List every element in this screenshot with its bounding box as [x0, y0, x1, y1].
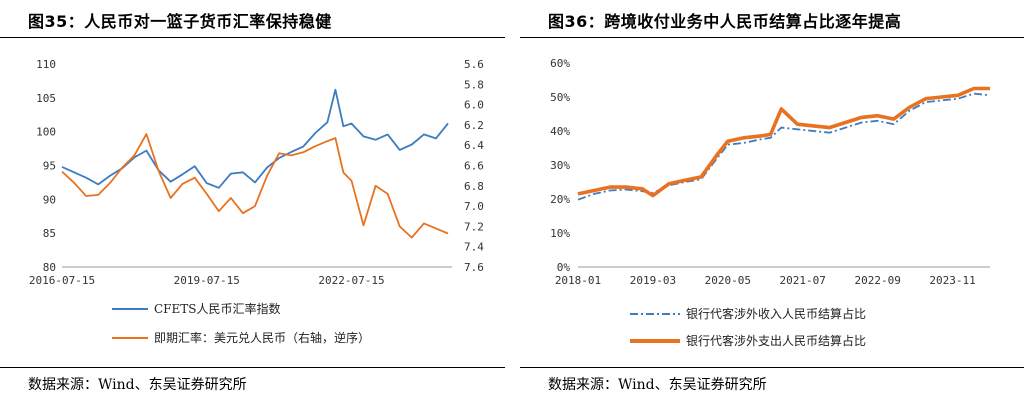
x-tick-label: 2023-11 — [929, 274, 975, 287]
x-tick-label: 2022-09 — [854, 274, 900, 287]
source-divider — [520, 367, 1024, 368]
legend-label: 即期汇率：美元兑人民币（右轴，逆序） — [154, 330, 370, 345]
y-right-tick-label: 6.0 — [464, 99, 484, 112]
title-divider — [520, 37, 1024, 38]
legend-label: 银行代客涉外收入人民币结算占比 — [686, 306, 866, 321]
legend-label: CFETS人民币汇率指数 — [154, 301, 281, 316]
x-tick-label: 2021-07 — [780, 274, 826, 287]
y-left-tick-label: 85 — [43, 227, 56, 240]
x-tick-label: 2022-07-15 — [318, 274, 384, 287]
figure-36: 图36：跨境收付业务中人民币结算占比逐年提高 0% 10% 20% 30% 40% 50%… — [520, 0, 1024, 404]
y-right-tick-label: 7.2 — [464, 220, 484, 233]
x-tick-label: 2019-07-15 — [174, 274, 240, 287]
chart-title: 图35：人民币对一篮子货币汇率保持稳健 — [28, 12, 332, 31]
y-right-tick-label: 7.4 — [464, 241, 484, 254]
source-divider — [0, 367, 505, 368]
y-tick-label: 20% — [550, 193, 570, 206]
chart-title: 图36：跨境收付业务中人民币结算占比逐年提高 — [548, 12, 902, 31]
y-tick-label: 40% — [550, 125, 570, 138]
y-left-tick-label: 95 — [43, 160, 56, 173]
y-left-tick-label: 90 — [43, 193, 56, 206]
y-right-tick-label: 6.2 — [464, 119, 484, 132]
series-payments-line — [577, 86, 990, 198]
title-divider — [0, 37, 505, 38]
x-tick-label: 2020-05 — [705, 274, 751, 287]
y-tick-label: 50% — [550, 91, 570, 104]
source-note: 数据来源：Wind、东吴证券研究所 — [28, 377, 247, 393]
series-cfets-line — [61, 88, 449, 189]
y-right-tick-label: 5.6 — [464, 58, 484, 71]
chart-36-plot: 0% 10% 20% 30% 40% 50% 60% 2018-01 2019-03 2020-0… — [550, 57, 991, 348]
y-right-tick-label: 6.4 — [464, 139, 484, 152]
y-left-tick-label: 110 — [36, 58, 56, 71]
source-note: 数据来源：Wind、东吴证券研究所 — [548, 377, 767, 393]
y-right-tick-label: 7.0 — [464, 200, 484, 213]
y-right-tick-label: 6.8 — [464, 180, 484, 193]
x-tick-label: 2016-07-15 — [29, 274, 95, 287]
y-left-tick-label: 100 — [36, 126, 56, 139]
y-tick-label: 10% — [550, 227, 570, 240]
figure-35: 图35：人民币对一篮子货币汇率保持稳健 80 85 90 95 100 105 110 5.6… — [0, 0, 505, 404]
x-tick-label: 2018-01 — [555, 274, 601, 287]
y-tick-label: 30% — [550, 159, 570, 172]
y-tick-label: 60% — [550, 57, 570, 70]
x-tick-label: 2019-03 — [630, 274, 676, 287]
y-right-tick-label: 5.8 — [464, 78, 484, 91]
chart-35-plot: 80 85 90 95 100 105 110 5.6 5.8 6.0 6.2 6.4 6.6 6.8 7.… — [29, 58, 484, 345]
y-right-tick-label: 6.6 — [464, 160, 484, 173]
legend-label: 银行代客涉外支出人民币结算占比 — [686, 333, 866, 348]
y-tick-label: 0% — [557, 261, 571, 274]
y-left-tick-label: 105 — [36, 92, 56, 105]
series-usdcny-line — [61, 133, 449, 239]
y-left-tick-label: 80 — [43, 261, 56, 274]
y-right-tick-label: 7.6 — [464, 261, 484, 274]
